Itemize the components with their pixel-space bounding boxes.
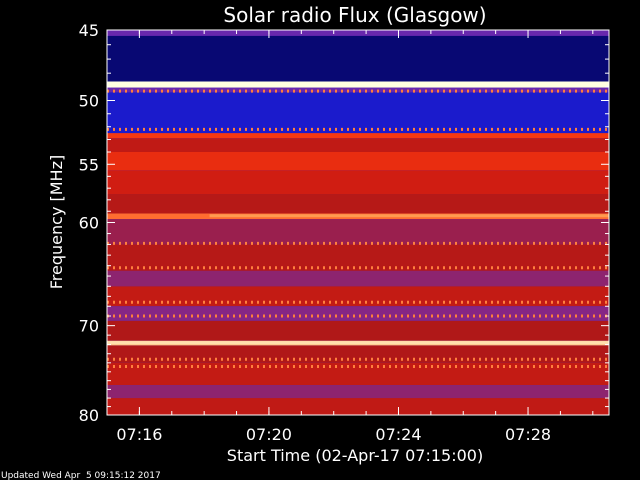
bands-layer	[107, 30, 609, 415]
x-tick-label: 07:24	[375, 425, 421, 444]
frequency-band	[107, 138, 609, 152]
frequency-band	[107, 170, 609, 195]
x-axis-label: Start Time (02-Apr-17 07:15:00)	[227, 446, 483, 465]
frequency-band	[107, 244, 609, 271]
frequency-band	[107, 345, 609, 363]
chart-title: Solar radio Flux (Glasgow)	[223, 3, 486, 27]
x-tick-label: 07:16	[116, 425, 162, 444]
frequency-band	[107, 151, 609, 171]
frequency-band	[107, 385, 609, 399]
updated-timestamp: Updated Wed Apr 5 09:15:12 2017	[1, 471, 161, 480]
y-tick-label: 60	[79, 214, 99, 233]
y-tick-label: 70	[79, 317, 99, 336]
frequency-band	[107, 306, 609, 321]
y-tick-label: 50	[79, 92, 99, 111]
y-tick-label: 45	[79, 21, 99, 40]
y-axis-label: Frequency [MHz]	[47, 155, 66, 289]
frequency-band	[107, 92, 609, 134]
y-tick-label: 55	[79, 155, 99, 174]
y-tick-label: 80	[79, 406, 99, 425]
frequency-band	[107, 270, 609, 287]
frequency-band	[107, 219, 609, 245]
lines-layer	[107, 82, 609, 368]
frequency-band	[107, 194, 609, 214]
x-tick-label: 07:20	[246, 425, 292, 444]
frequency-band	[107, 133, 609, 139]
frequency-band	[107, 286, 609, 307]
frequency-band	[107, 35, 609, 82]
frequency-band	[107, 362, 609, 386]
frequency-band	[107, 30, 609, 36]
frequency-band	[107, 398, 609, 415]
x-tick-label: 07:28	[505, 425, 551, 444]
x-axis: 07:16 07:20 07:24 07:28	[116, 30, 594, 444]
frequency-band	[107, 87, 609, 93]
frequency-band	[107, 320, 609, 341]
y-axis: 45 50 55 60 70 80	[79, 21, 609, 425]
